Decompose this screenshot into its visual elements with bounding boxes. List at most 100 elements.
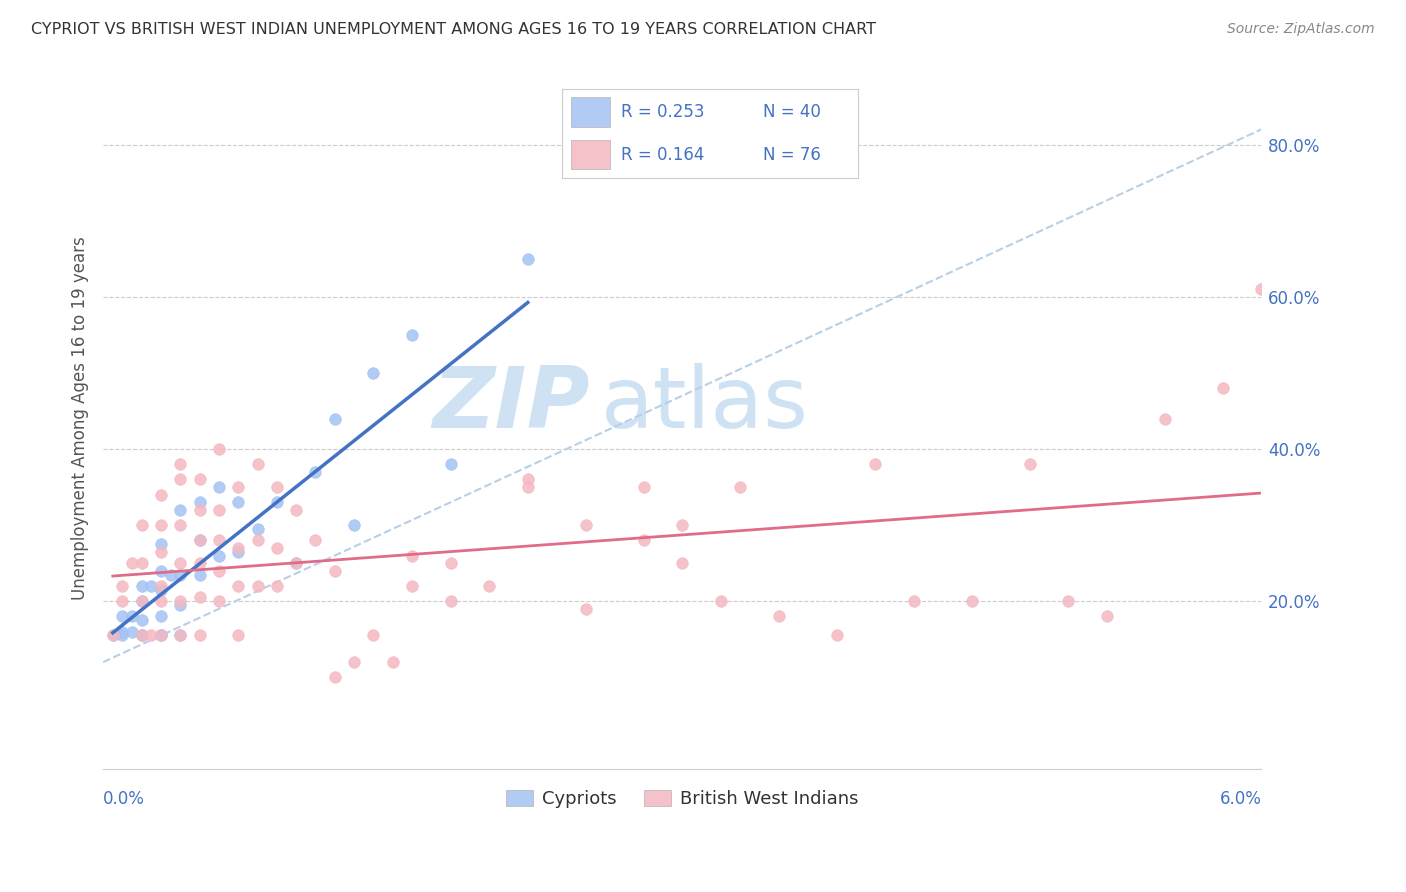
Text: N = 40: N = 40 [763, 103, 821, 121]
Point [401, 549, 423, 563]
Point [131, 628, 153, 642]
Point [226, 495, 249, 509]
Point [208, 503, 231, 517]
Point [111, 628, 134, 642]
Point [169, 457, 191, 471]
Text: 0.0%: 0.0% [103, 789, 145, 807]
Point [188, 533, 211, 548]
Point [208, 442, 231, 456]
Text: atlas: atlas [602, 363, 808, 446]
Point [1018, 457, 1040, 471]
Point [401, 579, 423, 593]
Point [266, 480, 288, 494]
Point [101, 628, 124, 642]
Point [266, 541, 288, 555]
Point [169, 518, 191, 533]
Point [343, 655, 366, 669]
Point [575, 602, 598, 616]
Point [131, 579, 153, 593]
Point [111, 579, 134, 593]
Point [226, 545, 249, 559]
Point [1057, 594, 1080, 608]
Point [226, 541, 249, 555]
Point [169, 594, 191, 608]
Point [150, 628, 173, 642]
Point [768, 609, 790, 624]
Point [111, 624, 134, 639]
Point [150, 564, 173, 578]
Point [131, 628, 153, 642]
Point [343, 518, 366, 533]
Point [516, 473, 538, 487]
Point [169, 628, 191, 642]
Point [188, 473, 211, 487]
Point [141, 628, 163, 642]
Text: Source: ZipAtlas.com: Source: ZipAtlas.com [1227, 22, 1375, 37]
Point [304, 533, 326, 548]
Point [401, 327, 423, 342]
Point [960, 594, 983, 608]
Point [285, 503, 308, 517]
Point [266, 495, 288, 509]
Point [226, 579, 249, 593]
Text: ZIP: ZIP [432, 363, 589, 446]
Point [169, 556, 191, 570]
Point [131, 613, 153, 627]
Point [246, 579, 269, 593]
Point [208, 564, 231, 578]
Point [285, 556, 308, 570]
Point [131, 594, 153, 608]
Point [439, 594, 461, 608]
Point [169, 598, 191, 612]
Point [825, 628, 848, 642]
Point [101, 628, 124, 642]
Point [150, 579, 173, 593]
Point [208, 549, 231, 563]
Point [150, 628, 173, 642]
Point [169, 503, 191, 517]
Point [111, 609, 134, 624]
Point [159, 567, 181, 582]
Point [188, 591, 211, 605]
Text: 6.0%: 6.0% [1219, 789, 1261, 807]
Point [121, 624, 143, 639]
Point [150, 582, 173, 597]
Point [131, 556, 153, 570]
Bar [571, 140, 610, 169]
Point [150, 537, 173, 551]
Point [381, 655, 404, 669]
Point [633, 533, 655, 548]
Point [439, 556, 461, 570]
Point [141, 579, 163, 593]
Point [150, 545, 173, 559]
Point [1250, 282, 1272, 296]
Point [728, 480, 751, 494]
Point [150, 594, 173, 608]
Point [188, 628, 211, 642]
Y-axis label: Unemployment Among Ages 16 to 19 years: Unemployment Among Ages 16 to 19 years [72, 236, 89, 600]
Point [671, 518, 693, 533]
Point [671, 556, 693, 570]
Point [208, 480, 231, 494]
Point [363, 366, 385, 380]
Point [188, 503, 211, 517]
Point [516, 480, 538, 494]
Point [208, 533, 231, 548]
Point [188, 495, 211, 509]
Point [323, 670, 346, 684]
Point [1153, 411, 1175, 425]
Point [121, 609, 143, 624]
Point [285, 556, 308, 570]
Legend: Cypriots, British West Indians: Cypriots, British West Indians [499, 783, 866, 815]
Point [633, 480, 655, 494]
Point [710, 594, 733, 608]
Point [131, 628, 153, 642]
Point [150, 518, 173, 533]
Text: CYPRIOT VS BRITISH WEST INDIAN UNEMPLOYMENT AMONG AGES 16 TO 19 YEARS CORRELATIO: CYPRIOT VS BRITISH WEST INDIAN UNEMPLOYM… [31, 22, 876, 37]
Bar [571, 97, 610, 127]
Point [150, 609, 173, 624]
Point [121, 556, 143, 570]
Point [150, 488, 173, 502]
Point [363, 628, 385, 642]
Point [226, 628, 249, 642]
